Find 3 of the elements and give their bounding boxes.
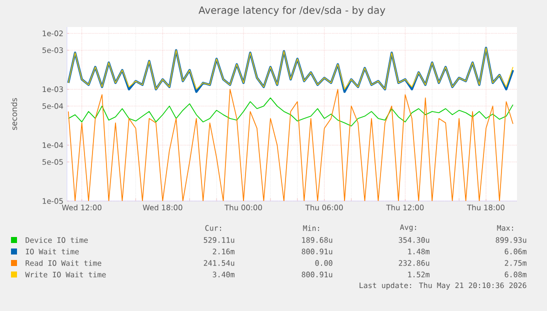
line-series	[68, 98, 514, 126]
chart-title: Average latency for /dev/sda - by day	[198, 6, 386, 16]
line-series	[68, 88, 514, 202]
